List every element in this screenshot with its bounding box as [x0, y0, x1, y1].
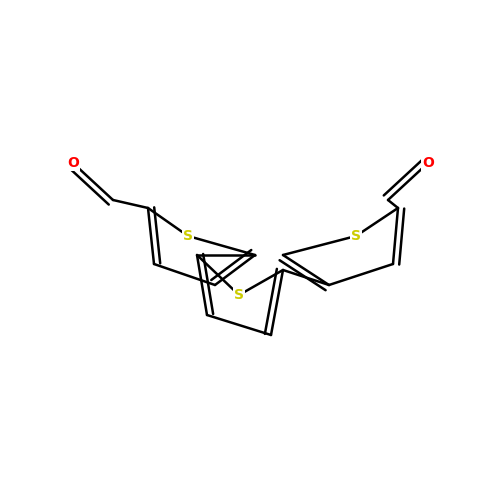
Text: O: O	[422, 156, 434, 170]
Text: S: S	[351, 229, 361, 243]
Text: S: S	[234, 288, 244, 302]
Text: S: S	[183, 229, 193, 243]
Text: O: O	[67, 156, 79, 170]
